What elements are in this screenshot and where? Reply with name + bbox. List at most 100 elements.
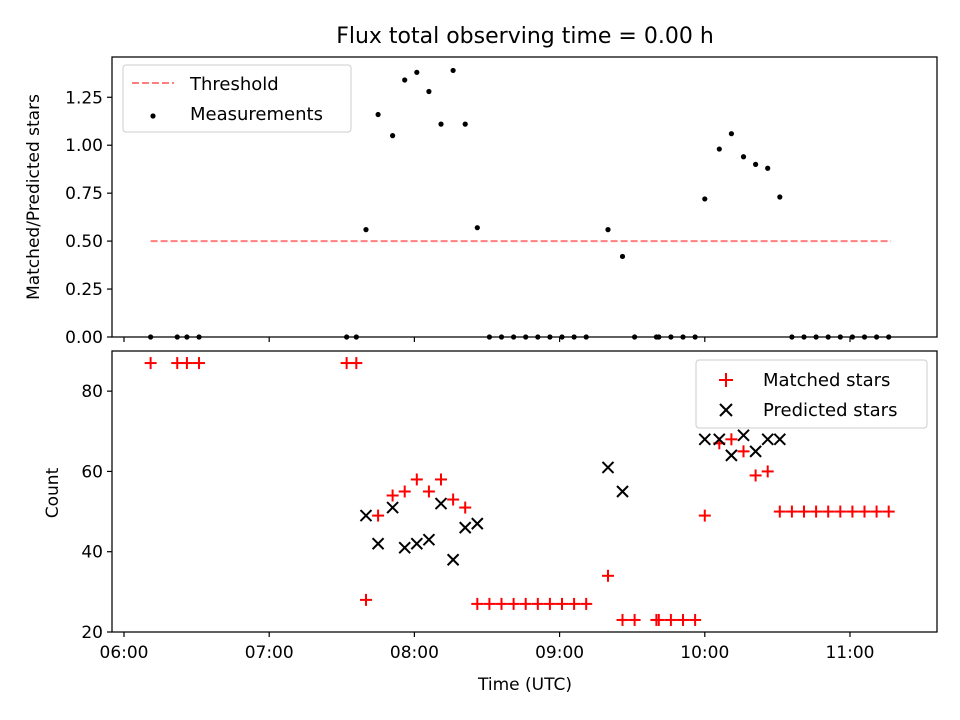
matched-star-marker — [834, 505, 847, 518]
predicted-star-marker — [601, 461, 615, 474]
matched-star-marker — [601, 569, 614, 582]
predicted-star-marker — [386, 501, 399, 514]
matched-star-marker — [773, 505, 786, 518]
measurement-point — [426, 88, 432, 95]
predicted-star-marker — [459, 521, 472, 534]
bottom-legend-box — [695, 359, 928, 429]
predicted-star-marker — [698, 433, 711, 446]
predicted-star-marker — [773, 433, 787, 446]
matched-star-marker — [447, 493, 460, 506]
top-legend: Threshold Measurements — [122, 64, 352, 133]
predicted-star-marker — [737, 429, 750, 442]
bottom-plot-frame — [111, 350, 938, 633]
predicted-star-marker — [725, 449, 738, 462]
predicted-star-marker — [359, 509, 373, 522]
matched-star-marker — [435, 473, 448, 486]
bottom-y-tick-label: 60 — [81, 462, 103, 482]
bottom-plot-marks — [144, 357, 895, 626]
measurement-point — [753, 161, 759, 167]
legend-measurements-swatch — [150, 113, 156, 119]
bottom-y-tick-label: 20 — [81, 623, 103, 643]
top-y-tick-label: 1.00 — [65, 136, 103, 156]
measurement-point — [363, 227, 369, 233]
matched-star-marker — [846, 505, 859, 518]
matched-star-marker — [698, 509, 711, 522]
matched-star-marker — [556, 597, 569, 610]
legend-predicted-label: Predicted stars — [763, 400, 897, 421]
bottom-y-axis: 20 40 60 80 — [81, 382, 112, 643]
matched-star-marker — [677, 613, 690, 626]
bottom-x-axis: 06:00 07:00 08:00 09:00 10:00 11:00 — [100, 632, 874, 663]
matched-star-marker — [822, 505, 835, 518]
measurement-point — [765, 165, 771, 171]
matched-star-marker — [193, 357, 206, 370]
measurement-point — [438, 121, 444, 127]
legend-matched-label: Matched stars — [763, 370, 890, 391]
matched-star-marker — [531, 597, 544, 610]
top-plot-frame — [111, 56, 938, 338]
predicted-star-marker — [749, 445, 762, 458]
matched-star-marker — [495, 597, 508, 610]
x-tick-label: 08:00 — [390, 643, 439, 663]
matched-star-marker — [737, 445, 750, 458]
predicted-star-marker — [434, 497, 448, 510]
predicted-star-marker — [713, 433, 726, 446]
matched-star-marker — [785, 505, 798, 518]
legend-measurements-label: Measurements — [190, 104, 323, 125]
matched-star-marker — [372, 509, 385, 522]
matched-star-marker — [870, 505, 883, 518]
top-y-tick-label: 0.50 — [65, 232, 103, 252]
legend-threshold-label: Threshold — [189, 74, 279, 95]
measurement-point — [450, 67, 456, 74]
x-tick-label: 09:00 — [535, 643, 584, 663]
matched-star-marker — [689, 613, 702, 626]
matched-star-marker — [359, 593, 372, 606]
matched-star-marker — [725, 433, 738, 446]
matched-star-marker — [580, 597, 593, 610]
matched-star-marker — [616, 613, 629, 626]
x-tick-label: 11:00 — [825, 643, 874, 663]
predicted-star-marker — [616, 485, 629, 498]
predicted-star-marker — [371, 537, 385, 550]
measurement-point — [728, 131, 735, 137]
matched-star-marker — [628, 613, 641, 626]
matched-star-marker — [410, 473, 423, 486]
bottom-y-tick-label: 40 — [81, 543, 103, 563]
predicted-star-marker — [422, 533, 436, 546]
top-legend-box — [122, 64, 352, 133]
bottom-y-tick-label: 80 — [81, 382, 103, 402]
matched-star-marker — [350, 357, 363, 370]
matched-star-marker — [422, 485, 435, 498]
bottom-y-axis-label: Count — [43, 467, 63, 518]
matched-star-marker — [568, 597, 581, 610]
matched-star-marker — [144, 357, 157, 370]
measurement-point — [605, 227, 611, 233]
bottom-legend: Matched stars Predicted stars — [695, 359, 928, 429]
matched-star-marker — [858, 505, 871, 518]
predicted-star-marker — [471, 517, 484, 530]
measurement-point — [375, 111, 381, 118]
measurement-point — [740, 154, 747, 160]
bottom-x-axis-label: Time (UTC) — [477, 675, 572, 695]
x-tick-label: 06:00 — [100, 643, 149, 663]
x-tick-label: 10:00 — [680, 643, 729, 663]
measurement-point — [474, 225, 480, 231]
top-y-tick-label: 0.75 — [65, 184, 103, 204]
figure-title: Flux total observing time = 0.00 h — [336, 24, 714, 49]
matched-star-marker — [543, 597, 556, 610]
measurement-point — [619, 253, 626, 260]
measurement-point — [462, 121, 468, 127]
legend-predicted-swatch — [719, 403, 733, 417]
predicted-star-marker — [446, 553, 460, 566]
top-y-axis: 0.00 0.25 0.50 0.75 1.00 1.25 — [65, 88, 112, 348]
matched-star-marker — [483, 597, 496, 610]
measurement-point — [390, 133, 396, 139]
matched-star-marker — [652, 613, 665, 626]
predicted-star-marker — [410, 537, 424, 550]
measurement-point — [414, 69, 420, 75]
matched-star-marker — [519, 597, 532, 610]
predicted-star-marker — [398, 541, 411, 554]
matched-star-marker — [664, 613, 677, 626]
